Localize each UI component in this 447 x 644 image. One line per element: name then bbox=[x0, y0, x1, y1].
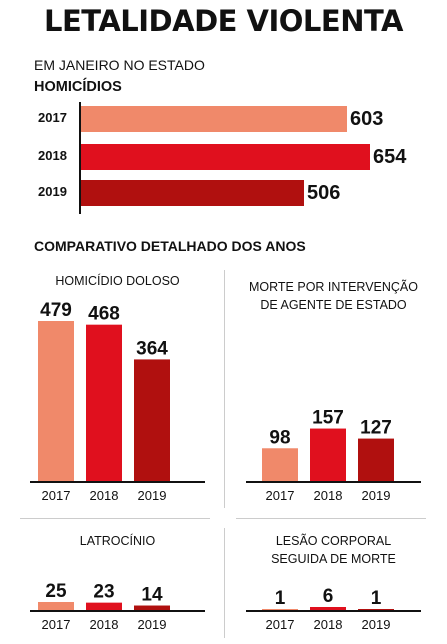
panel-title-line: LESÃO CORPORAL bbox=[275, 534, 392, 548]
homicidios-title: HOMICÍDIOS bbox=[34, 79, 122, 95]
bar-2018 bbox=[310, 607, 346, 610]
x-tick-label: 2019 bbox=[362, 488, 391, 503]
panel-title: LATROCÍNIO bbox=[79, 534, 156, 548]
x-tick-label: 2019 bbox=[362, 617, 391, 632]
bar-2018 bbox=[86, 324, 122, 481]
panel-title: LESÃO CORPORAL SEGUIDA DE MORTE bbox=[236, 532, 431, 568]
bar-chart: 1 2017 6 2018 1 2019 bbox=[246, 586, 421, 632]
x-tick-label: 2018 bbox=[314, 617, 343, 632]
bar-2017 bbox=[38, 602, 74, 610]
x-tick-label: 2017 bbox=[42, 488, 71, 503]
bar-2017 bbox=[262, 448, 298, 481]
homicidios-value-label: 506 bbox=[307, 182, 341, 204]
panel-divider-horizontal-left bbox=[20, 518, 210, 519]
homicidios-bar-2019 bbox=[80, 180, 304, 206]
x-tick-label: 2018 bbox=[90, 488, 119, 503]
bar-value-label: 1 bbox=[275, 588, 286, 609]
bar-value-label: 14 bbox=[141, 585, 163, 606]
x-tick-label: 2019 bbox=[138, 617, 167, 632]
panel-divider-vertical-top bbox=[224, 270, 225, 508]
homicidios-bar-2018 bbox=[80, 144, 370, 170]
bar-2017 bbox=[262, 609, 298, 610]
bar-2018 bbox=[310, 428, 346, 481]
panel-divider-vertical-bottom bbox=[224, 528, 225, 638]
x-tick-label: 2019 bbox=[138, 488, 167, 503]
panel-title-line: MORTE POR INTERVENÇÃO bbox=[248, 280, 418, 294]
panel-title: HOMICÍDIO DOLOSO bbox=[55, 274, 180, 288]
x-tick-label: 2018 bbox=[314, 488, 343, 503]
bar-value-label: 6 bbox=[323, 586, 334, 607]
panel-title-line: SEGUIDA DE MORTE bbox=[271, 552, 396, 566]
page-title: LETALIDADE VIOLENTA bbox=[44, 4, 403, 38]
homicidios-year-label: 2017 bbox=[38, 110, 67, 125]
bar-chart: 98 2017 157 2018 127 2019 bbox=[246, 408, 421, 503]
bar-value-label: 468 bbox=[88, 304, 120, 325]
bar-value-label: 98 bbox=[269, 427, 290, 448]
bar-value-label: 23 bbox=[93, 582, 114, 603]
bar-chart: 25 2017 23 2018 14 2019 bbox=[30, 581, 205, 632]
bar-value-label: 479 bbox=[40, 300, 72, 321]
panel-title: MORTE POR INTERVENÇÃO DE AGENTE DE ESTAD… bbox=[236, 278, 431, 314]
x-tick-label: 2017 bbox=[266, 617, 295, 632]
latrocinio-panel: LATROCÍNIO 25 2017 23 2018 14 2019 bbox=[20, 528, 215, 640]
bar-value-label: 157 bbox=[312, 408, 344, 429]
bar-2018 bbox=[86, 602, 122, 610]
bar-2017 bbox=[38, 321, 74, 481]
x-tick-label: 2017 bbox=[42, 617, 71, 632]
bar-value-label: 25 bbox=[45, 581, 67, 602]
bar-value-label: 1 bbox=[371, 588, 382, 609]
bar-chart: 479 2017 468 2018 364 2019 bbox=[30, 300, 205, 503]
homicidios-bar-2017 bbox=[80, 106, 347, 132]
x-tick-label: 2018 bbox=[90, 617, 119, 632]
bar-2019 bbox=[134, 359, 170, 481]
morte-intervencao-panel: MORTE POR INTERVENÇÃO DE AGENTE DE ESTAD… bbox=[236, 266, 431, 510]
bar-value-label: 364 bbox=[136, 338, 168, 359]
panel-title-line: DE AGENTE DE ESTADO bbox=[260, 298, 407, 312]
x-tick-label: 2017 bbox=[266, 488, 295, 503]
homicidios-year-label: 2018 bbox=[38, 148, 67, 163]
section-title: COMPARATIVO DETALHADO DOS ANOS bbox=[34, 238, 306, 254]
bar-2019 bbox=[134, 605, 170, 610]
homicidios-axis bbox=[79, 102, 81, 214]
lesao-corporal-panel: LESÃO CORPORAL SEGUIDA DE MORTE 1 2017 6 20… bbox=[236, 528, 431, 640]
homicidio-doloso-panel: HOMICÍDIO DOLOSO 479 2017 468 2018 364 2019 bbox=[20, 266, 215, 510]
homicidios-value-label: 603 bbox=[350, 108, 384, 130]
homicidios-year-label: 2019 bbox=[38, 184, 67, 199]
bar-2019 bbox=[358, 438, 394, 481]
bar-2019 bbox=[358, 609, 394, 610]
subtitle: EM JANEIRO NO ESTADO bbox=[34, 57, 205, 73]
panel-divider-horizontal-right bbox=[236, 518, 426, 519]
homicidios-value-label: 654 bbox=[373, 146, 407, 168]
bar-value-label: 127 bbox=[360, 418, 392, 439]
